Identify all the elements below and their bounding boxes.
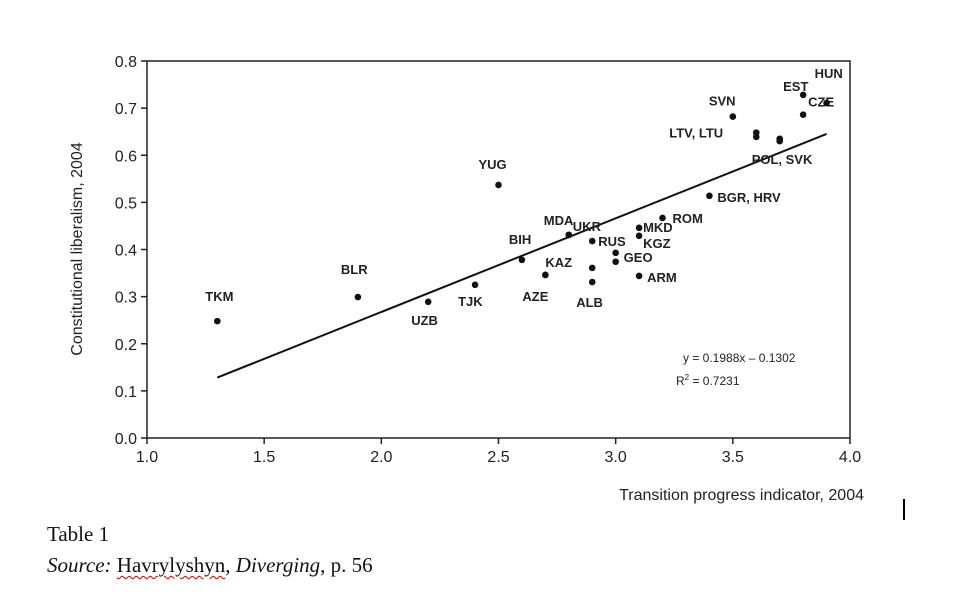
text-cursor: [903, 499, 905, 520]
data-point: [706, 192, 713, 200]
x-axis-label: Transition progress indicator, 2004: [619, 487, 864, 504]
trend-line: [216, 133, 827, 379]
y-tick-label: 0.7: [115, 101, 137, 118]
data-point: [354, 293, 362, 301]
y-tick-label: 0.5: [115, 195, 137, 212]
source-caption: Source: Havrylyshyn, Diverging, p. 56: [47, 553, 373, 577]
x-tick-label: 1.5: [253, 449, 275, 466]
data-point: [823, 99, 830, 107]
point-label: ROM: [673, 211, 703, 226]
y-tick-label: 0.0: [115, 431, 137, 448]
y-tick-label: 0.2: [115, 337, 137, 354]
data-point: [495, 181, 502, 189]
data-point: [542, 271, 549, 279]
data-point: [776, 137, 783, 145]
point-label: BGR, HRV: [717, 190, 781, 205]
y-tick-label: 0.8: [115, 54, 137, 71]
point-label: MKD: [643, 220, 673, 235]
x-tick-label: 4.0: [839, 449, 861, 466]
data-point: [588, 264, 596, 272]
plot-frame: [146, 60, 851, 439]
data-point: [635, 232, 643, 240]
point-label: MDA: [544, 213, 574, 228]
data-point: [565, 231, 573, 239]
x-tick-label: 3.5: [722, 449, 744, 466]
point-label: POL, SVK: [752, 152, 813, 167]
y-axis-label: Constitutional liberalism, 2004: [69, 142, 86, 356]
point-label: KAZ: [545, 255, 572, 270]
point-label: YUG: [479, 157, 507, 172]
point-label: RUS: [598, 234, 626, 249]
x-tick-label: 2.0: [370, 449, 392, 466]
data-point: [635, 224, 643, 232]
point-label: GEO: [624, 250, 653, 265]
data-point: [635, 272, 643, 280]
data-point: [799, 111, 807, 119]
data-point: [612, 249, 619, 257]
data-point: [518, 256, 526, 264]
data-point: [752, 133, 760, 141]
x-tick-label: 2.5: [487, 449, 509, 466]
data-point: [588, 237, 596, 245]
y-tick-label: 0.1: [115, 384, 137, 401]
data-point: [214, 317, 221, 325]
point-label: KGZ: [643, 236, 671, 251]
point-label: HUN: [815, 66, 843, 81]
point-label: TJK: [458, 294, 483, 309]
point-label: TKM: [205, 289, 233, 304]
point-label: SVN: [709, 94, 736, 109]
data-point: [612, 258, 619, 266]
y-tick-label: 0.4: [115, 243, 137, 260]
data-point: [471, 281, 479, 289]
y-tick-label: 0.6: [115, 148, 137, 165]
point-label: BLR: [341, 262, 368, 277]
data-point: [799, 91, 807, 99]
equation-label: y = 0.1988x – 0.1302: [683, 351, 796, 365]
point-label: ARM: [647, 270, 677, 285]
data-point: [729, 113, 737, 120]
point-label: ALB: [576, 295, 603, 310]
table-caption: Table 1: [47, 522, 110, 546]
data-point: [424, 298, 432, 306]
point-label: EST: [783, 79, 808, 94]
point-label: UKR: [573, 219, 602, 234]
y-tick-label: 0.3: [115, 290, 137, 307]
point-label: BIH: [509, 232, 531, 247]
r-squared-label: R2 = 0.7231: [676, 373, 740, 388]
point-label: LTV, LTU: [669, 126, 723, 141]
data-point: [588, 278, 596, 286]
x-tick-label: 1.0: [136, 449, 158, 466]
point-label: AZE: [522, 289, 548, 304]
data-point: [659, 214, 666, 222]
point-label: CZE: [808, 95, 834, 110]
point-label: UZB: [411, 313, 438, 328]
x-tick-label: 3.0: [605, 449, 627, 466]
